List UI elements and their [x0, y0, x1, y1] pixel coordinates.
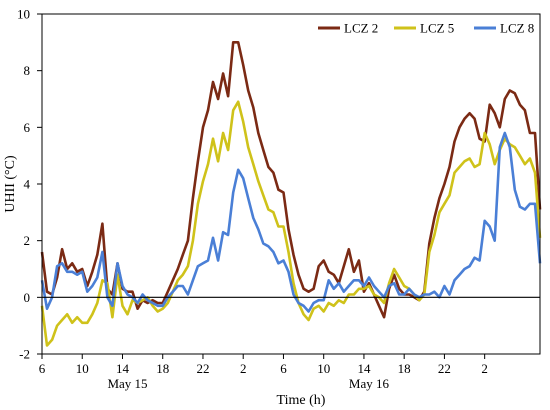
y-tick-label: 10 [17, 7, 30, 22]
series-layer [40, 40, 542, 347]
x-tick-label: 2 [240, 361, 247, 376]
plot-frame [41, 13, 541, 355]
x-tick-label: 2 [481, 361, 488, 376]
x-tick-label: 22 [438, 361, 451, 376]
x-tick-label: 6 [39, 361, 46, 376]
y-axis-title: UHII (°C) [3, 155, 18, 213]
y-tick-label: 8 [24, 63, 31, 78]
y-tick-label: -2 [19, 347, 30, 362]
series-line-3 [40, 131, 542, 313]
y-tick-label: 0 [24, 290, 31, 305]
x-tick-label: 6 [280, 361, 287, 376]
x-tick-label: 18 [398, 361, 411, 376]
day-label: May 15 [107, 376, 147, 391]
legend-label-1: LCZ 2 [344, 21, 378, 36]
series-line-2 [40, 100, 542, 347]
x-tick-label: 10 [76, 361, 89, 376]
legend: LCZ 2 LCZ 5 LCZ 8 [318, 21, 534, 36]
legend-label-3: LCZ 8 [500, 21, 534, 36]
x-tick-label: 18 [156, 361, 169, 376]
x-tick-label: 10 [317, 361, 330, 376]
y-tick-label: 4 [24, 177, 31, 192]
x-axis: 6 10 14 18 22 2 6 10 14 18 22 2 [39, 354, 488, 376]
y-axis: -2 0 2 4 6 8 10 [17, 7, 42, 362]
x-axis-title: Time (h) [277, 393, 326, 408]
y-tick-label: 6 [24, 120, 31, 135]
x-tick-label: 14 [357, 361, 371, 376]
x-tick-label: 22 [196, 361, 209, 376]
legend-label-2: LCZ 5 [420, 21, 454, 36]
day-labels: May 15 May 16 [107, 376, 389, 391]
x-tick-label: 14 [116, 361, 130, 376]
y-tick-label: 2 [24, 233, 31, 248]
day-label: May 16 [349, 376, 390, 391]
